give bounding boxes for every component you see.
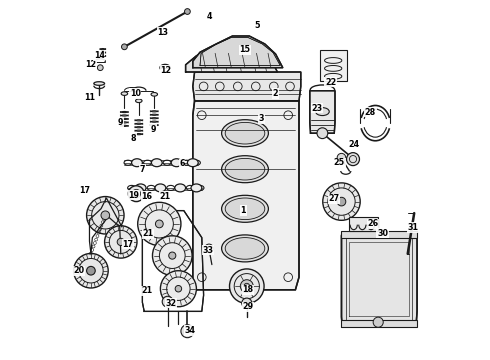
Text: 21: 21 [142, 230, 153, 239]
Polygon shape [193, 36, 283, 68]
Text: 23: 23 [312, 104, 322, 112]
Ellipse shape [136, 99, 142, 103]
Circle shape [240, 280, 253, 293]
Ellipse shape [132, 159, 143, 167]
Text: 27: 27 [329, 194, 340, 203]
Text: 21: 21 [160, 192, 171, 201]
Circle shape [229, 269, 264, 303]
Text: 24: 24 [348, 140, 359, 149]
Circle shape [181, 325, 194, 338]
Text: 28: 28 [365, 108, 376, 117]
Ellipse shape [221, 120, 269, 147]
Text: 15: 15 [240, 45, 250, 54]
Ellipse shape [225, 198, 265, 220]
Ellipse shape [221, 156, 269, 183]
Circle shape [337, 197, 346, 206]
Polygon shape [310, 91, 335, 133]
Text: 21: 21 [142, 287, 153, 295]
Text: 12: 12 [85, 60, 97, 69]
Ellipse shape [221, 195, 269, 222]
Ellipse shape [155, 184, 166, 192]
Bar [349, 217, 378, 231]
Text: 26: 26 [367, 219, 378, 228]
Ellipse shape [175, 184, 186, 192]
Circle shape [205, 244, 213, 253]
Text: 7: 7 [140, 165, 145, 174]
Text: 32: 32 [166, 299, 177, 307]
Ellipse shape [187, 159, 198, 167]
Circle shape [169, 252, 176, 259]
Ellipse shape [121, 92, 127, 95]
Text: 25: 25 [334, 158, 345, 167]
Circle shape [152, 236, 192, 275]
Polygon shape [193, 101, 299, 290]
Circle shape [138, 202, 181, 246]
Circle shape [244, 283, 250, 289]
Circle shape [242, 298, 252, 308]
Circle shape [373, 317, 383, 327]
Text: 17: 17 [79, 186, 90, 195]
Ellipse shape [94, 82, 104, 85]
Ellipse shape [221, 235, 269, 262]
Ellipse shape [151, 159, 162, 167]
Bar [320, 50, 347, 81]
Text: 12: 12 [160, 66, 172, 75]
Text: 9: 9 [150, 125, 156, 134]
Circle shape [162, 296, 173, 307]
Circle shape [87, 197, 124, 234]
Circle shape [155, 220, 163, 228]
Polygon shape [193, 72, 301, 101]
Text: 5: 5 [255, 21, 260, 30]
Circle shape [175, 285, 182, 292]
Circle shape [104, 226, 137, 258]
Text: 13: 13 [157, 28, 169, 37]
Circle shape [87, 266, 95, 275]
Text: 14: 14 [94, 51, 105, 60]
Circle shape [122, 44, 127, 50]
Text: 33: 33 [203, 246, 214, 255]
Text: 30: 30 [377, 229, 388, 238]
Ellipse shape [225, 158, 265, 180]
Text: 31: 31 [408, 223, 419, 232]
Ellipse shape [225, 238, 265, 259]
Circle shape [317, 128, 328, 139]
Circle shape [337, 153, 346, 162]
Text: 20: 20 [73, 266, 84, 275]
Text: 6: 6 [179, 159, 185, 168]
Circle shape [323, 183, 360, 220]
Text: 17: 17 [122, 240, 133, 248]
Circle shape [185, 9, 190, 14]
Bar [342, 231, 417, 238]
Circle shape [117, 238, 124, 246]
Text: 4: 4 [206, 12, 212, 21]
Ellipse shape [135, 184, 146, 192]
Ellipse shape [171, 159, 182, 167]
Circle shape [128, 186, 144, 202]
Polygon shape [342, 232, 417, 327]
Text: 3: 3 [258, 114, 264, 123]
Text: 2: 2 [273, 89, 278, 98]
Text: 29: 29 [243, 302, 253, 311]
Text: 9: 9 [118, 118, 123, 127]
Ellipse shape [225, 122, 265, 144]
Text: 18: 18 [243, 285, 253, 294]
Text: 11: 11 [84, 93, 95, 102]
Text: 19: 19 [128, 191, 140, 199]
Ellipse shape [151, 93, 157, 96]
Text: 34: 34 [185, 326, 196, 335]
Text: 16: 16 [142, 192, 152, 201]
Bar [342, 320, 417, 327]
Text: 10: 10 [130, 89, 141, 98]
Text: 8: 8 [131, 134, 136, 143]
Text: 22: 22 [325, 77, 336, 86]
Circle shape [160, 271, 196, 307]
Polygon shape [186, 40, 277, 72]
Circle shape [346, 153, 360, 166]
Text: 1: 1 [241, 206, 246, 215]
Circle shape [74, 253, 108, 288]
Ellipse shape [191, 184, 202, 192]
Circle shape [101, 211, 110, 220]
Ellipse shape [316, 108, 329, 116]
Circle shape [98, 65, 103, 71]
